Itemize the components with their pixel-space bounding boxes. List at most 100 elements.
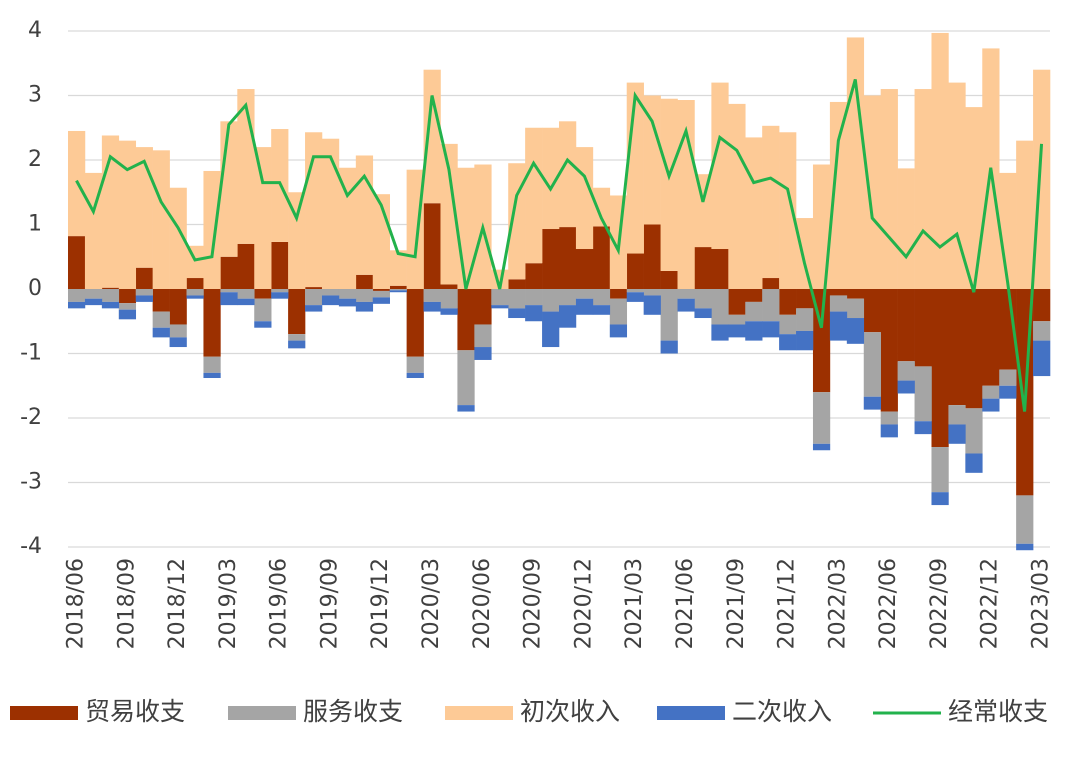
bar-segment	[779, 132, 797, 289]
y-tick-label: -3	[20, 470, 42, 495]
x-tick-label: 2019/06	[267, 558, 292, 649]
bar-segment	[203, 170, 221, 289]
bar-segment	[237, 298, 255, 306]
bar-segment	[68, 289, 86, 302]
bar-segment	[288, 289, 306, 335]
x-tick-label: 2022/03	[825, 558, 850, 649]
bar-segment	[779, 289, 797, 315]
bar-segment	[779, 314, 797, 335]
bar-segment	[863, 332, 881, 397]
bar-segment	[711, 249, 729, 289]
bar-segment	[542, 289, 560, 312]
bar-segment	[626, 82, 644, 254]
bar-segment	[694, 174, 712, 248]
bar-segment	[812, 443, 831, 451]
bar-segment	[559, 121, 577, 228]
x-tick-label: 2021/12	[775, 558, 800, 649]
bar-segment	[609, 289, 628, 299]
bar-segment	[796, 308, 814, 331]
bar-segment	[931, 492, 949, 506]
bar-segment	[609, 324, 628, 338]
bar-segment	[728, 103, 746, 289]
bar-segment	[728, 324, 746, 338]
bar-segment	[694, 289, 712, 309]
bar-segment	[474, 324, 492, 348]
bar-segment	[152, 150, 170, 289]
legend-label: 经常收支	[948, 697, 1048, 726]
x-tick-label: 2022/06	[876, 558, 901, 649]
bar-segment	[406, 372, 424, 379]
bar-segment	[897, 361, 915, 381]
bar-segment	[948, 405, 966, 425]
bar-segment	[982, 289, 1000, 386]
bar-segment	[931, 289, 949, 448]
bar-segment	[152, 289, 170, 312]
bar-segment	[372, 289, 390, 291]
bar-segment	[829, 295, 848, 312]
bar-segment	[846, 298, 865, 319]
bar-segment	[508, 308, 526, 319]
bar-segment	[965, 107, 983, 289]
bar-segment	[135, 289, 153, 296]
bar-segment	[677, 289, 695, 299]
bar-segment	[609, 298, 628, 325]
bar-segment	[711, 324, 729, 341]
x-tick-label: 2020/12	[571, 558, 596, 649]
bar-segment	[948, 424, 966, 444]
legend-label: 服务收支	[303, 697, 403, 726]
bar-segment	[829, 311, 848, 341]
bar-segment	[440, 143, 458, 285]
bar-segment	[728, 289, 746, 315]
bar-segment	[1033, 69, 1051, 289]
bar-segment	[508, 279, 526, 289]
bar-segment	[389, 290, 407, 293]
bar-segment	[542, 229, 560, 289]
bar-segment	[965, 408, 983, 454]
bar-segment	[762, 278, 780, 289]
bar-segment	[914, 366, 932, 422]
bar-segment	[203, 372, 221, 379]
bar-segment	[643, 224, 661, 289]
bar-segment	[474, 289, 492, 325]
bar-segment	[660, 289, 678, 341]
line-series	[75, 78, 1044, 412]
bar-segment	[203, 356, 221, 373]
bar-segment	[880, 89, 898, 289]
bar-segment	[457, 405, 475, 412]
y-tick-label: -2	[20, 405, 42, 430]
x-tick-label: 2020/03	[419, 558, 444, 649]
bar-segment	[406, 356, 424, 373]
x-tick-label: 2021/03	[622, 558, 647, 649]
bar-segment	[829, 289, 848, 296]
y-tick-label: 1	[28, 212, 42, 237]
legend-swatch	[657, 706, 725, 720]
bar-segment	[1016, 543, 1034, 551]
bar-segment	[897, 289, 915, 362]
legend-label: 贸易收支	[85, 697, 185, 726]
bar-segment	[762, 321, 780, 338]
bar-segment	[169, 337, 187, 348]
x-tick-label: 2019/03	[216, 558, 241, 649]
bar-segment	[592, 289, 611, 306]
x-tick-label: 2018/06	[63, 558, 88, 649]
bar-segment	[863, 289, 881, 333]
bar-segment	[880, 411, 898, 425]
bar-segment	[440, 289, 458, 309]
x-tick-label: 2018/09	[114, 558, 139, 649]
bar-segment	[1033, 340, 1051, 377]
bar-segment	[796, 330, 814, 351]
bar-segment	[389, 250, 407, 286]
bar-segment	[508, 289, 526, 309]
bar-segment	[999, 369, 1017, 386]
bar-segment	[84, 289, 103, 299]
bar-segment	[423, 203, 441, 289]
bar-segment	[660, 270, 678, 289]
bar-segment	[626, 289, 644, 293]
x-tick-label: 2022/12	[978, 558, 1003, 649]
x-tick-label: 2021/09	[724, 558, 749, 649]
bar-segment	[575, 289, 594, 299]
legend-swatch	[10, 706, 78, 720]
x-tick-label: 2019/12	[368, 558, 393, 649]
bar-segment	[220, 289, 238, 293]
legend-swatch	[228, 706, 296, 720]
